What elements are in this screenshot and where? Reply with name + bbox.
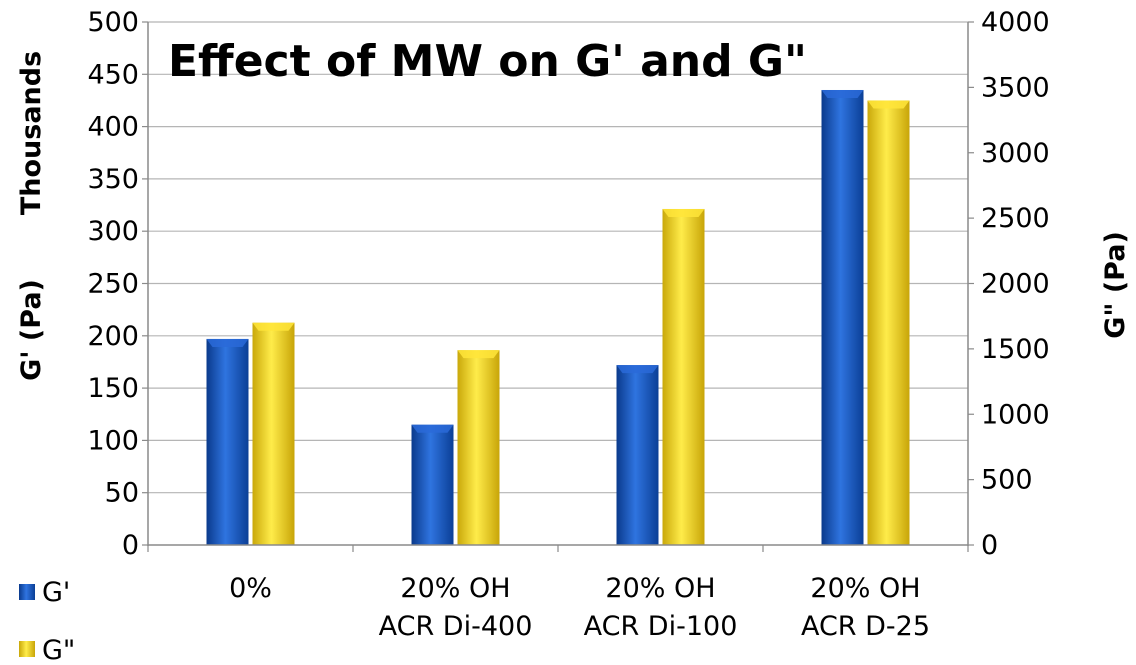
right-axis-label: G" (Pa)	[1100, 231, 1131, 339]
bar-g-double-prime	[662, 208, 705, 545]
bar-bevel	[616, 365, 659, 374]
left-tick-label: 0	[122, 530, 139, 561]
bar-body	[206, 338, 249, 545]
right-tick-label: 3500	[981, 72, 1050, 103]
right-tick-label: 2500	[981, 203, 1050, 234]
right-tick-label: 0	[981, 530, 998, 561]
legend: G' G"	[19, 577, 75, 665]
bar-g-prime	[821, 89, 864, 546]
bar-body	[457, 350, 500, 545]
left-tick-label: 450	[87, 59, 139, 90]
right-tick-label: 1500	[981, 334, 1050, 365]
bar-g-double-prime	[867, 100, 910, 545]
chart-title: Effect of MW on G' and G"	[168, 36, 807, 87]
bar-g-prime	[411, 424, 454, 545]
bar-bevel	[411, 424, 454, 433]
bar-bevel	[252, 322, 295, 331]
left-tick-label: 50	[105, 478, 139, 509]
left-tick-label: 300	[87, 216, 139, 247]
right-tick-label: 4000	[981, 7, 1050, 38]
category-label: 20% OH ACR Di-100	[584, 573, 738, 642]
legend-swatch-g-double-prime	[19, 641, 35, 657]
category-label: 0%	[229, 573, 272, 604]
bar-bevel	[821, 89, 864, 98]
legend-swatch-g-prime	[19, 584, 35, 600]
x-tick-marks	[147, 545, 969, 552]
right-tick-label: 2000	[981, 269, 1050, 300]
right-tick-label: 500	[981, 465, 1033, 496]
right-tick-labels: 0 500 1000 1500 2000 2500 3000 3500 4000	[968, 7, 1050, 561]
bar-bevel	[662, 208, 705, 217]
bar-body	[616, 365, 659, 545]
left-tick-label: 150	[87, 373, 139, 404]
right-tick-label: 1000	[981, 399, 1050, 430]
left-axis-label: G' (Pa)	[16, 279, 47, 381]
left-tick-label: 500	[87, 7, 139, 38]
category-label: 20% OH ACR D-25	[801, 573, 930, 642]
legend-label-g-double-prime: G"	[42, 635, 75, 665]
bars	[206, 89, 910, 546]
left-tick-label: 250	[87, 269, 139, 300]
bar-bevel	[206, 338, 249, 347]
bar-g-prime	[616, 365, 659, 545]
category-label: 20% OH ACR Di-400	[379, 573, 533, 642]
left-tick-label: 350	[87, 164, 139, 195]
left-tick-label: 100	[87, 425, 139, 456]
left-tick-labels: 0 50 100 150 200 250 300 350 400 450 500	[87, 7, 148, 561]
right-tick-label: 3000	[981, 138, 1050, 169]
bar-g-double-prime	[457, 350, 500, 545]
left-tick-label: 400	[87, 112, 139, 143]
bar-bevel	[457, 350, 500, 359]
left-tick-label: 200	[87, 321, 139, 352]
legend-label-g-prime: G'	[42, 577, 70, 608]
bar-body	[252, 322, 295, 545]
left-axis-unit-label: Thousands	[16, 51, 47, 215]
bar-body	[411, 424, 454, 545]
bar-bevel	[867, 100, 910, 109]
bar-g-prime	[206, 338, 249, 545]
category-labels: 0% 20% OH ACR Di-400 20% OH ACR Di-100 20% OH…	[229, 573, 930, 642]
bar-body	[867, 100, 910, 545]
bar-g-double-prime	[252, 322, 295, 545]
bar-body	[662, 208, 705, 545]
bar-body	[821, 89, 864, 546]
